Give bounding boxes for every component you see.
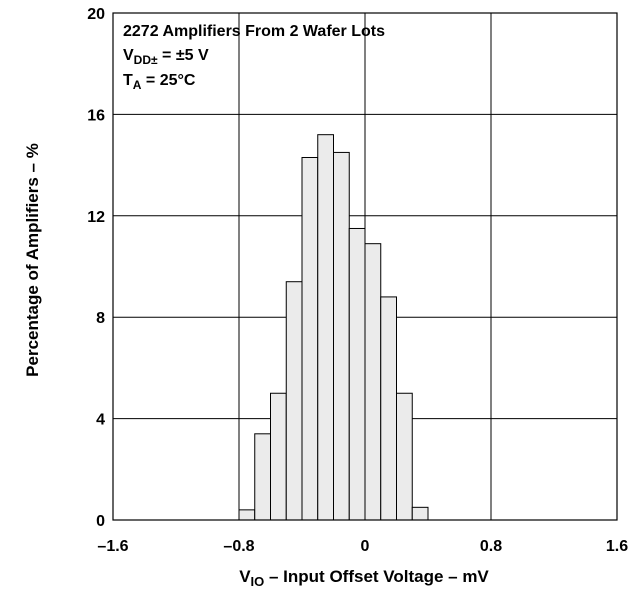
histogram-bar-3 (285, 281, 303, 521)
histogram-bar-7 (348, 227, 366, 521)
y-tick-label-3: 12 (87, 209, 105, 226)
tick-labels: –1.6 –0.8 0 0.8 1.6 0 4 8 12 16 20 (87, 6, 628, 555)
annotation-block: 2272 Amplifiers From 2 Wafer Lots VDD± =… (123, 23, 385, 92)
x-tick-label-2: 0 (361, 538, 370, 555)
annotation-sample-count: 2272 Amplifiers From 2 Wafer Lots (123, 23, 385, 40)
x-tick-label-0: –1.6 (97, 538, 128, 555)
plot-frame (112, 12, 618, 521)
histogram-bars (238, 134, 429, 521)
annotation-supply-voltage: VDD± = ±5 V (123, 47, 209, 67)
histogram-bar-1 (254, 433, 271, 521)
x-tick-label-1: –0.8 (223, 538, 254, 555)
y-tick-label-2: 8 (96, 310, 105, 327)
histogram-bar-2 (270, 392, 287, 521)
histogram-bar-11 (411, 506, 429, 521)
histogram-bar-4 (301, 156, 319, 521)
x-axis-title: VIO – Input Offset Voltage – mV (239, 567, 489, 589)
y-tick-label-0: 0 (96, 513, 105, 530)
histogram-bar-6 (333, 151, 350, 521)
y-tick-label-5: 20 (87, 6, 105, 23)
histogram-bar-10 (396, 392, 413, 521)
x-tick-label-4: 1.6 (606, 538, 628, 555)
x-tick-label-3: 0.8 (480, 538, 502, 555)
histogram-bar-0 (238, 509, 256, 521)
histogram-bar-9 (380, 296, 397, 521)
histogram-bar-5 (317, 134, 334, 521)
y-axis-title: Percentage of Amplifiers – % (23, 143, 42, 377)
annotation-temperature: TA = 25°C (123, 72, 196, 92)
y-tick-label-1: 4 (96, 412, 105, 429)
y-tick-label-4: 16 (87, 107, 105, 124)
histogram-bar-8 (364, 243, 382, 521)
